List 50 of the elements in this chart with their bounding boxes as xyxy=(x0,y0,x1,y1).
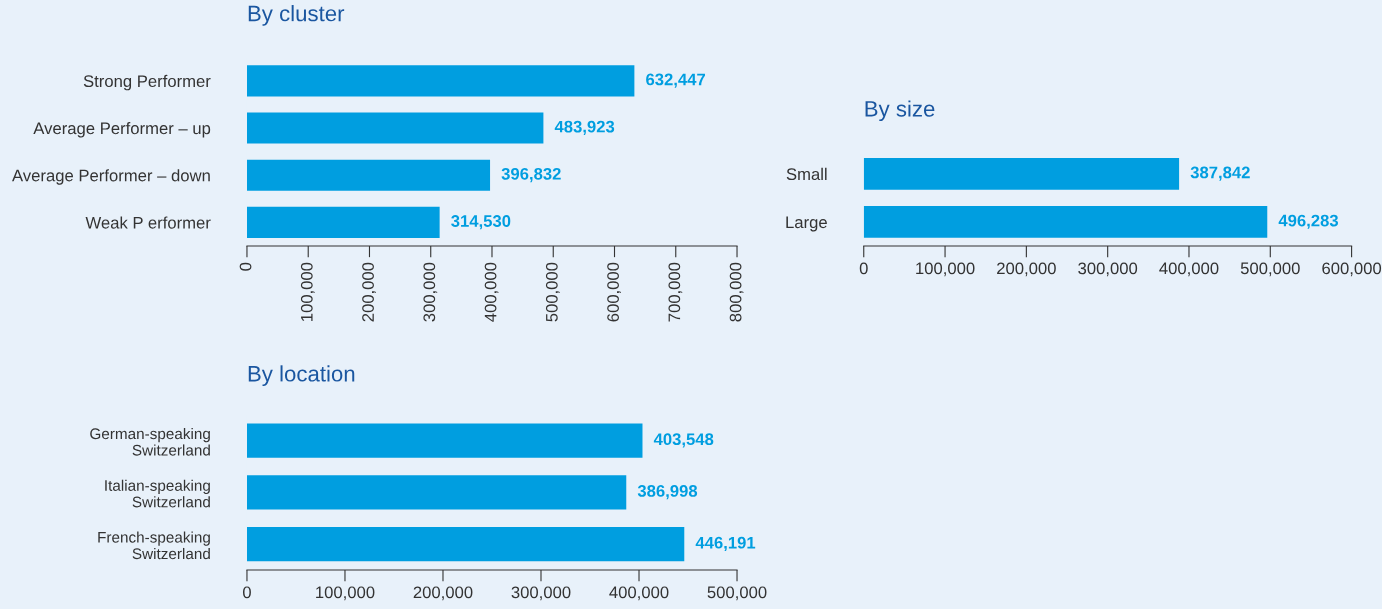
data-label: 386,998 xyxy=(637,485,698,500)
x-tick-label: 800,000 xyxy=(729,262,744,322)
x-tick-label: 100,000 xyxy=(316,586,375,601)
bar xyxy=(246,527,685,562)
chart-title: By cluster xyxy=(248,5,345,26)
x-tick-label: 500,000 xyxy=(545,262,560,322)
x-tick-label: 200,000 xyxy=(413,586,473,601)
x-tick-label: 500,000 xyxy=(1240,262,1300,277)
bar xyxy=(246,423,643,458)
x-tick-label: 400,000 xyxy=(1159,262,1219,277)
x-tick-label: 400,000 xyxy=(484,262,499,322)
y-tick-label: Weak P erformer xyxy=(85,216,211,229)
bar xyxy=(246,112,544,144)
y-tick-label: Large xyxy=(786,216,827,232)
x-tick-label: 100,000 xyxy=(300,262,315,321)
chart-title: By location xyxy=(248,365,355,387)
y-tick-label: Average Performer – down xyxy=(12,169,210,185)
chart-title: By size xyxy=(865,100,935,122)
x-tick-label: 700,000 xyxy=(668,262,683,322)
bar xyxy=(246,206,440,239)
y-tick-label: French-speaking Switzerland xyxy=(98,531,210,560)
y-tick-label: Average Performer – up xyxy=(33,122,211,138)
x-tick-label: 600,000 xyxy=(1322,262,1382,277)
bar xyxy=(246,65,635,97)
x-tick-label: 400,000 xyxy=(609,586,669,601)
data-label: 403,548 xyxy=(653,433,714,448)
data-label: 483,923 xyxy=(554,120,615,135)
x-tick-label: 200,000 xyxy=(997,262,1056,277)
x-tick-label: 0 xyxy=(239,262,252,271)
bar xyxy=(246,159,491,191)
data-label: 396,832 xyxy=(501,167,561,183)
x-tick-label: 300,000 xyxy=(511,586,571,601)
data-label: 314,530 xyxy=(451,215,511,230)
y-tick-label: German-speaking Switzerland xyxy=(90,427,210,456)
y-tick-label: Italian-speaking Switzerland xyxy=(105,479,210,508)
x-tick-label: 100,000 xyxy=(916,262,975,277)
data-label: 387,842 xyxy=(1190,166,1250,181)
data-label: 446,191 xyxy=(695,536,756,552)
x-tick-label: 600,000 xyxy=(607,262,621,322)
x-tick-label: 500,000 xyxy=(707,586,767,601)
bar xyxy=(246,475,627,510)
data-label: 496,283 xyxy=(1278,214,1339,229)
data-label: 632,447 xyxy=(646,73,706,88)
x-tick-label: 0 xyxy=(242,586,251,599)
y-tick-label: Small xyxy=(786,167,827,181)
x-tick-label: 300,000 xyxy=(423,262,438,322)
y-tick-label: Strong Performer xyxy=(83,74,211,91)
x-tick-label: 0 xyxy=(859,262,868,275)
x-tick-label: 200,000 xyxy=(362,262,376,322)
x-tick-label: 300,000 xyxy=(1078,262,1138,277)
